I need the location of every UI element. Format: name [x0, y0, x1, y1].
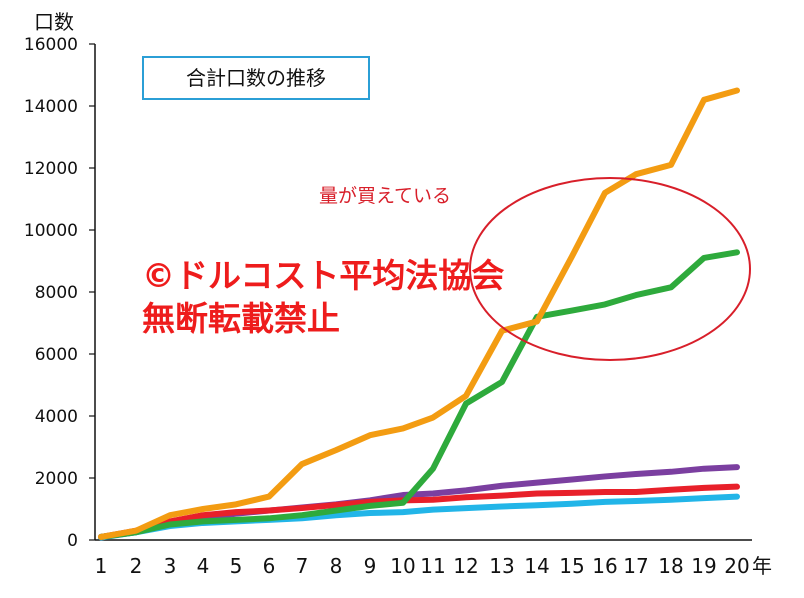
y-tick-group: 0 2000 4000 6000 8000 10000 12000 14000 16000: [24, 35, 95, 551]
x-tick-label: 15: [559, 554, 584, 578]
x-tick-label: 9: [364, 554, 377, 578]
y-tick-label: 0: [67, 531, 78, 551]
y-tick-label: 2000: [35, 469, 78, 489]
x-tick-label: 2: [130, 554, 143, 578]
watermark-line-1: ©ドルコスト平均法協会: [142, 256, 504, 295]
series-line-3: [98, 483, 740, 540]
x-tick-label: 3: [164, 554, 177, 578]
y-tick-label: 4000: [35, 407, 78, 427]
x-tick-label: 6: [263, 554, 276, 578]
chart-title-box: [142, 56, 370, 100]
x-tick-label: 13: [489, 554, 514, 578]
y-tick-label: 14000: [24, 97, 78, 117]
x-tick-label: 18: [658, 554, 683, 578]
x-tick-group: 1 2 3 4 5 6 7 8 9 10 11 12 13 14 15 16 17 18 19 20: [95, 554, 750, 578]
x-tick-label: 5: [230, 554, 243, 578]
y-tick-label: 8000: [35, 283, 78, 303]
annotation-text: 量が買えている: [319, 185, 451, 207]
x-tick-label: 4: [197, 554, 210, 578]
series-group: [98, 87, 740, 541]
x-axis-label: 年: [752, 554, 772, 578]
x-tick-label: 8: [330, 554, 343, 578]
x-tick-label: 7: [296, 554, 309, 578]
series-line-0: [98, 87, 740, 540]
x-tick-label: 12: [453, 554, 478, 578]
y-tick-label: 10000: [24, 221, 78, 241]
x-tick-label: 10: [390, 554, 415, 578]
y-tick-label: 12000: [24, 159, 78, 179]
x-tick-label: 17: [623, 554, 648, 578]
x-tick-label: 20: [724, 554, 749, 578]
x-tick-label: 11: [420, 554, 445, 578]
chart-title: 合計口数の推移: [186, 66, 326, 90]
watermark-line-2: 無断転載禁止: [142, 299, 340, 338]
y-tick-label: 16000: [24, 35, 78, 55]
x-tick-label: 1: [95, 554, 108, 578]
y-axis-label: 口数: [34, 10, 74, 34]
y-tick-label: 6000: [35, 345, 78, 365]
series-line-1: [98, 249, 740, 540]
x-tick-label: 19: [691, 554, 716, 578]
annotation-ellipse: [469, 177, 751, 361]
x-tick-label: 14: [524, 554, 549, 578]
x-tick-label: 16: [592, 554, 617, 578]
